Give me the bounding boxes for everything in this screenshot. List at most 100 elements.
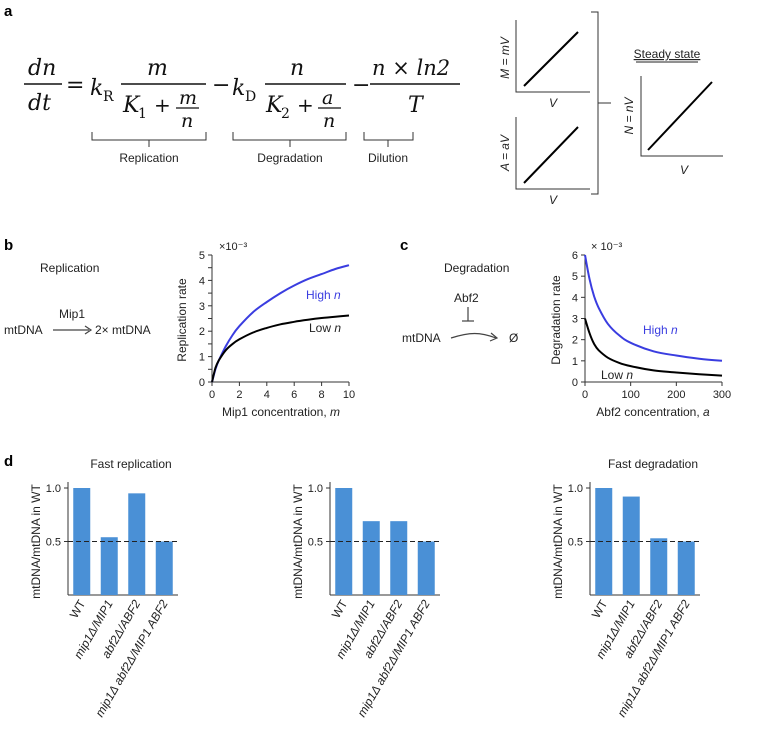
term2-k2: K [265,93,284,118]
panel-label-c: c [400,237,408,254]
y-tick-label: 2 [199,326,205,338]
brace-label-degradation: Degradation [257,151,322,165]
bar-chart-fast-replication: Fast replication mtDNA/mtDNA in WT 0.5 1.0 W… [29,457,178,719]
kr-subscript: R [103,89,114,105]
y-tick-label: 4 [572,292,578,304]
high-n-annotation-word: High [306,288,334,302]
term2-k2-sub: 2 [281,106,290,122]
y-tick-label: 6 [572,250,578,262]
kd-symbol: k [232,76,245,101]
degradation-scale-label: × 10⁻³ [591,241,623,253]
y-tick-label: 4 [199,275,205,287]
scaling-plots: M = mV V A = aV V Steady state N = nV V [498,11,723,207]
bar [677,541,695,595]
bar [362,521,380,595]
x-tick-label: 100 [621,389,639,401]
low-n-line [584,318,723,377]
y-tick-label: 1 [199,352,205,364]
term2-inner-den: n [323,110,335,132]
high-n-annotation: High n [306,288,341,302]
term2-inner-num: a [322,87,333,109]
term1-inner-den: n [181,110,193,132]
replication-xlabel: Mip1 concentration, m [222,405,340,419]
kd-subscript: D [245,89,256,105]
x-tick-label: 0 [209,389,215,401]
replication-reaction: Replication mtDNA Mip1 2× mtDNA [4,261,151,337]
x-tick-label: 6 [291,389,297,401]
low-n-annotation: Low n [309,321,341,335]
lhs-numerator: dn [28,56,56,81]
minus-sign-2: − [352,73,370,98]
bar [128,493,146,595]
equals-sign: = [66,73,84,98]
y-tick-label: 1 [572,356,578,368]
degradation-rate-chart: 0 100 200 300 0 1 2 3 4 5 6 × 10⁻³ Degradation rat… [549,241,731,419]
bar-category-label: WT [589,597,611,621]
brace-label-replication: Replication [119,151,178,165]
degradation-inhibitor: Abf2 [454,291,479,305]
m-scaling-xlabel: V [549,96,558,110]
degradation-substrate: mtDNA [402,331,441,345]
x-tick-label: 8 [319,389,325,401]
y-tick-label: 3 [199,301,205,313]
term3-numerator: n × ln2 [372,56,450,80]
y-tick-label: 1.0 [568,483,583,495]
low-n-annotation-word: Low [309,321,334,335]
bar [417,541,435,595]
n-scaling-xlabel: V [680,163,689,177]
bar [622,496,640,595]
steady-state-label: Steady state [634,47,701,61]
bar-chart-fast-degradation: Fast degradation mtDNA/mtDNA in WT 0.5 1.0 W… [551,457,700,719]
y-tick-label: 1.0 [308,483,323,495]
replication-product: 2× mtDNA [95,323,151,337]
a-scaling-ylabel: A = aV [498,134,512,172]
low-n-line [211,314,350,383]
degradation-ylabel: Degradation rate [549,275,563,365]
bar [335,488,353,595]
x-tick-label: 4 [264,389,270,401]
a-scaling-xlabel: V [549,193,558,207]
term1-plus: + [154,93,171,117]
degradation-xlabel-text: Abf2 concentration, [596,405,703,419]
panel-label-a: a [4,3,13,20]
bar [390,521,408,595]
x-tick-label: 10 [343,389,355,401]
minus-sign-1: − [212,73,230,98]
degradation-xlabel-var: a [703,405,710,419]
y-tick-label: 5 [572,271,578,283]
kr-symbol: k [90,76,103,101]
bar-chart-ylabel: mtDNA/mtDNA in WT [551,483,565,598]
bar-chart-title: Fast replication [90,457,171,471]
bar [595,488,613,595]
replication-rate-chart: 0 2 4 6 8 10 0 1 2 3 4 5 ×10⁻³ Replication rate Mip… [175,241,355,419]
bar [73,488,91,595]
replication-xlabel-var: m [330,405,340,419]
replication-xlabel-text: Mip1 concentration, [222,405,330,419]
high-n-annotation-word: High [643,323,671,337]
y-tick-label: 1.0 [46,483,61,495]
replication-enzyme: Mip1 [59,307,85,321]
y-tick-label: 0 [572,377,578,389]
low-n-annotation-var: n [334,321,341,335]
bar-category-label: WT [67,597,89,621]
x-tick-label: 2 [236,389,242,401]
n-scaling-ylabel: N = nV [622,97,636,135]
term3-denominator: T [408,93,425,118]
y-tick-label: 2 [572,335,578,347]
low-n-annotation-word: Low [601,368,626,382]
replication-title: Replication [40,261,99,275]
term1-k1: K [122,93,141,118]
bar-chart-ylabel: mtDNA/mtDNA in WT [291,483,305,598]
bar-chart-baseline: mtDNA/mtDNA in WT 0.51.0WTmip1Δ/MIP1abf2Δ… [291,482,440,719]
rate-equation: dn dt = k R m K 1 + m n − k D n K 2 + a … [24,56,460,165]
panel-label-b: b [4,237,13,254]
replication-ylabel: Replication rate [175,278,189,362]
lhs-denominator: dt [28,91,51,116]
x-tick-label: 200 [667,389,685,401]
x-tick-label: 300 [713,389,731,401]
term1-inner-num: m [179,87,197,109]
high-n-line [584,254,723,362]
low-n-annotation: Low n [601,368,633,382]
term1-k1-sub: 1 [138,106,147,122]
